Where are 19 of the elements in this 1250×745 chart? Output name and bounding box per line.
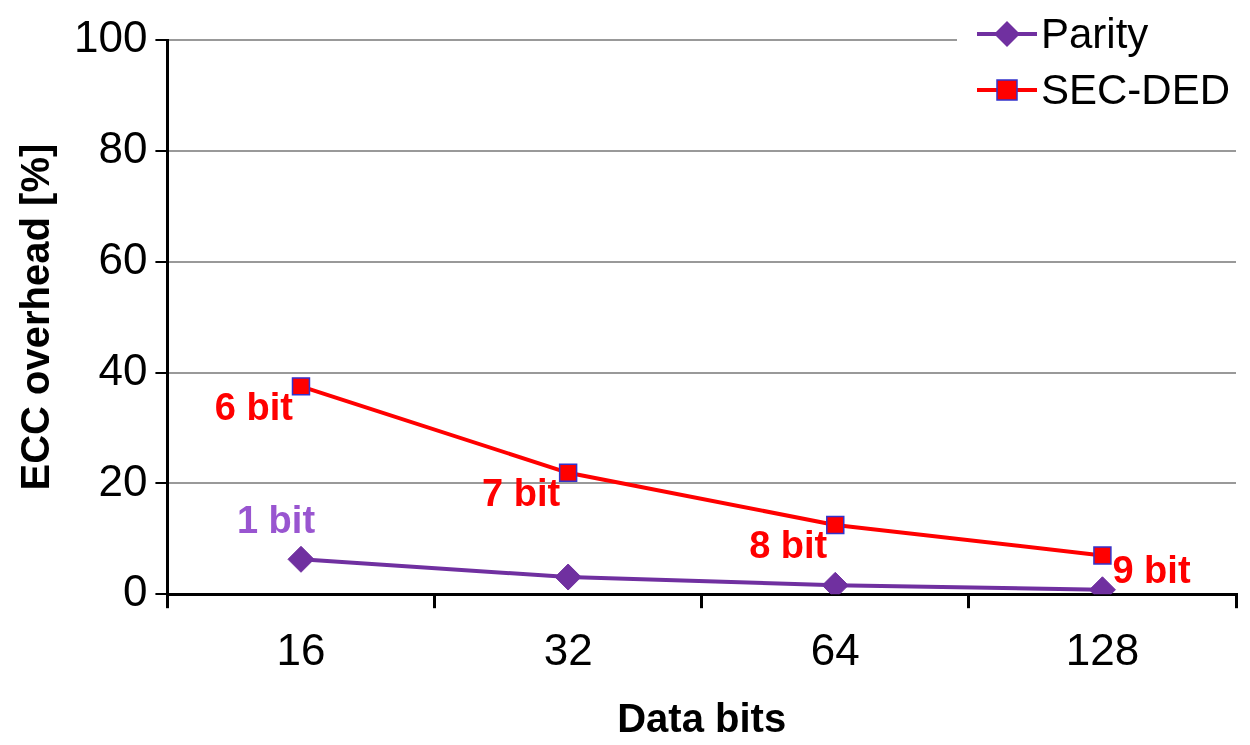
- y-tick-label: 80: [98, 122, 148, 172]
- y-tick-label: 20: [98, 455, 148, 505]
- y-tick-label: 0: [122, 566, 148, 616]
- y-tick-label: 60: [98, 233, 148, 283]
- y-axis-title: ECC overhead [%]: [13, 143, 58, 491]
- annotation: 7 bit: [482, 472, 561, 515]
- annotation: 9 bit: [1112, 548, 1191, 591]
- annotation: 6 bit: [214, 385, 294, 428]
- legend-label: Parity: [1040, 9, 1149, 59]
- legend-label: SEC-DED: [1040, 65, 1230, 115]
- y-tick-label: 100: [73, 12, 148, 62]
- x-axis-title: Data bits: [617, 696, 787, 741]
- x-tick-label: 32: [543, 624, 593, 674]
- annotation: 1 bit: [236, 498, 316, 541]
- annotation: 8 bit: [749, 524, 828, 567]
- x-tick-label: 64: [810, 624, 860, 674]
- x-tick-label: 16: [276, 624, 326, 674]
- x-tick-label: 128: [1065, 624, 1140, 674]
- y-tick-label: 40: [98, 344, 148, 394]
